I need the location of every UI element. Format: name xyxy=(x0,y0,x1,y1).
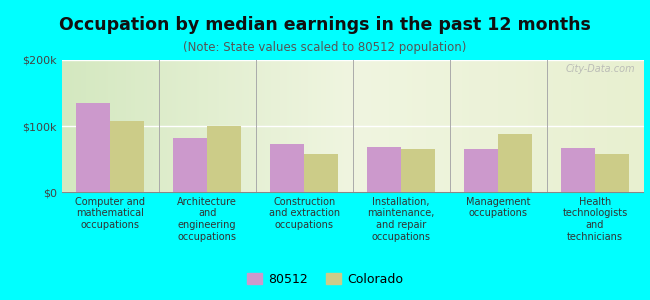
Bar xyxy=(111,121,144,192)
Bar xyxy=(76,103,111,192)
Bar xyxy=(561,148,595,192)
Bar xyxy=(207,126,241,192)
Bar xyxy=(304,154,338,192)
Bar xyxy=(367,147,401,192)
Legend: 80512, Colorado: 80512, Colorado xyxy=(242,268,408,291)
Bar xyxy=(401,149,435,192)
Text: City-Data.com: City-Data.com xyxy=(565,64,635,74)
Bar xyxy=(464,149,498,192)
Bar xyxy=(174,138,207,192)
Bar xyxy=(498,134,532,192)
Bar xyxy=(595,154,629,192)
Text: (Note: State values scaled to 80512 population): (Note: State values scaled to 80512 popu… xyxy=(183,40,467,53)
Bar xyxy=(270,145,304,192)
Text: Occupation by median earnings in the past 12 months: Occupation by median earnings in the pas… xyxy=(59,16,591,34)
